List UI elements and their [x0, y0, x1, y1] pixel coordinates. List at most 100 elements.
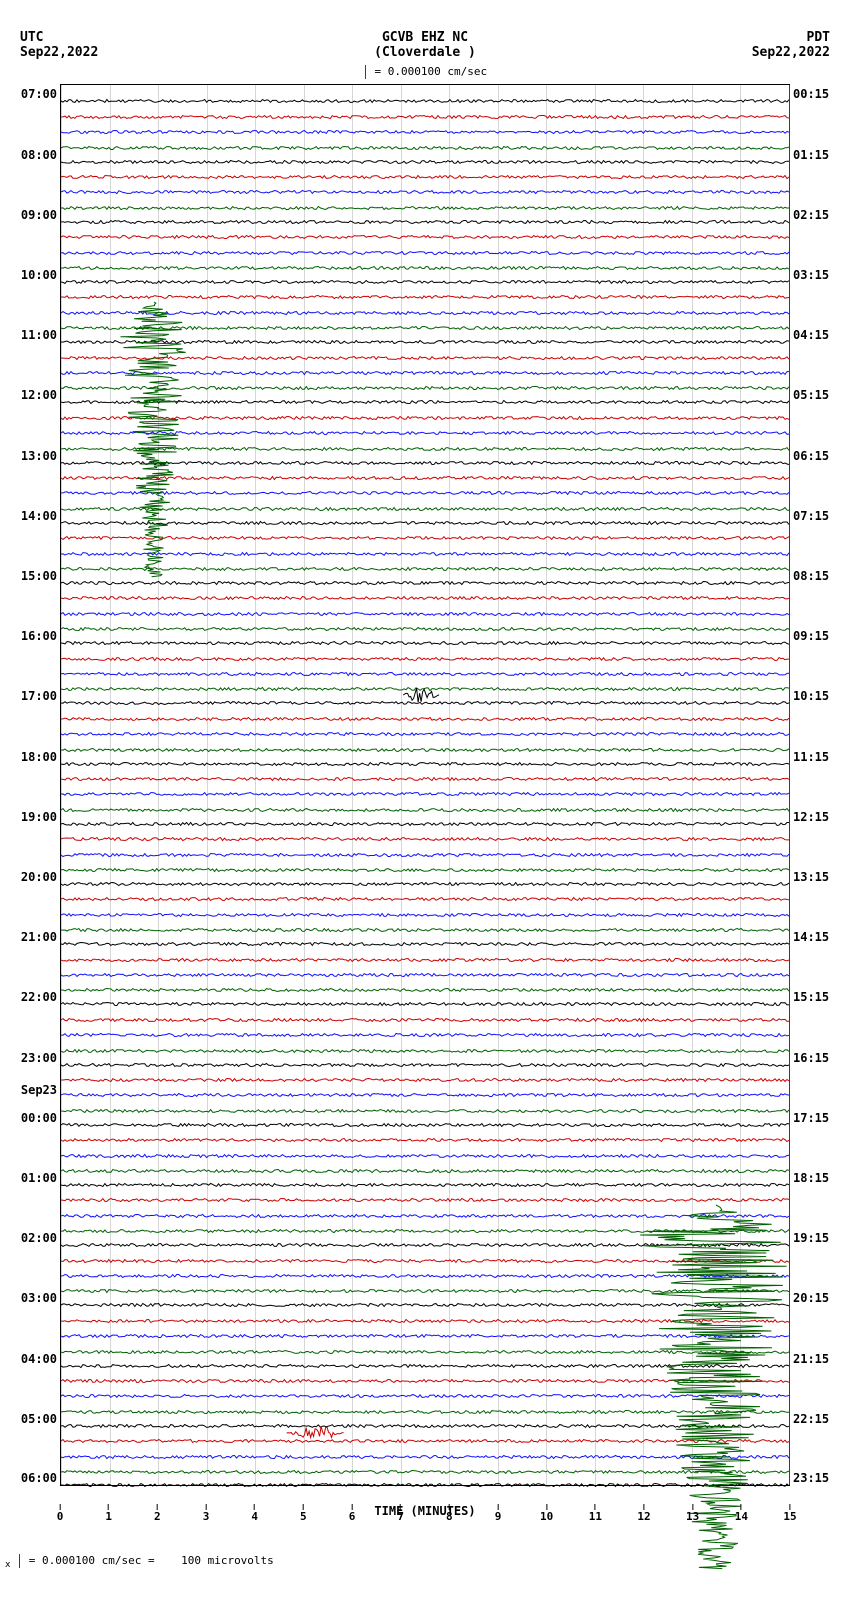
seismogram-plot: 07:0000:15 08:0001:15 09:0002:15 10:0003:15…	[60, 84, 790, 1486]
trace-row: 19:0012:15	[61, 816, 789, 818]
trace-noise	[61, 1116, 789, 1119]
trace-row	[61, 229, 789, 231]
trace-row	[61, 771, 789, 773]
trace-noise	[61, 951, 789, 954]
header-right: PDT Sep22,2022	[730, 30, 830, 60]
time-label-utc: 19:00	[21, 810, 57, 824]
x-tick: 15	[783, 1504, 796, 1523]
trace-noise	[61, 183, 789, 186]
trace-noise	[61, 244, 789, 247]
trace-row	[61, 1132, 789, 1134]
trace-row	[61, 140, 789, 142]
trace-noise	[61, 755, 789, 758]
trace-noise	[61, 259, 789, 262]
trace-noise	[61, 875, 789, 878]
trace-row: 16:0009:15	[61, 635, 789, 637]
trace-noise	[61, 1042, 789, 1045]
trace-noise	[61, 1176, 789, 1179]
trace-noise	[61, 815, 789, 818]
trace-row	[61, 891, 789, 893]
trace-row: 07:0000:15	[61, 93, 789, 95]
scale-indicator: = 0.000100 cm/sec	[120, 65, 730, 79]
x-tick: 6	[349, 1504, 356, 1523]
trace-row	[61, 862, 789, 864]
trace-noise	[61, 650, 789, 653]
time-label-pdt: 04:15	[793, 328, 829, 342]
time-label-pdt: 15:15	[793, 990, 829, 1004]
time-label-utc: 07:00	[21, 87, 57, 101]
trace-noise	[61, 589, 789, 592]
trace-row	[61, 907, 789, 909]
x-tick: 14	[735, 1504, 748, 1523]
scale-bar-icon	[365, 65, 366, 79]
right-date: Sep22,2022	[730, 45, 830, 60]
trace-noise	[61, 1086, 789, 1089]
time-label-utc: 12:00	[21, 388, 57, 402]
time-label-pdt: 03:15	[793, 268, 829, 282]
trace-row: 01:0018:15	[61, 1177, 789, 1179]
trace-row: 17:0010:15	[61, 695, 789, 697]
x-tick: 2	[154, 1504, 161, 1523]
trace-row	[61, 1012, 789, 1014]
trace-row	[61, 200, 789, 202]
trace-noise	[61, 1147, 789, 1150]
trace-row	[61, 726, 789, 728]
trace-row: 09:0002:15	[61, 214, 789, 216]
trace-noise	[61, 921, 789, 924]
trace-row	[61, 124, 789, 126]
time-label-pdt: 17:15	[793, 1111, 829, 1125]
trace-noise	[61, 935, 789, 938]
time-label-utc: 05:00	[21, 1412, 57, 1426]
trace-row: 10:0003:15	[61, 274, 789, 276]
trace-noise	[61, 846, 789, 849]
time-label-utc: 02:00	[21, 1231, 57, 1245]
date-label: Sep23	[21, 1083, 57, 1097]
trace-row	[61, 742, 789, 744]
trace-row	[61, 169, 789, 171]
trace-noise	[61, 680, 789, 683]
header-left: UTC Sep22,2022	[20, 30, 120, 60]
trace-row	[61, 1163, 789, 1165]
header-center: GCVB EHZ NC (Cloverdale ) = 0.000100 cm/…	[120, 30, 730, 79]
trace-noise	[61, 213, 789, 216]
time-label-utc: 03:00	[21, 1291, 57, 1305]
x-axis-label: TIME (MINUTES)	[60, 1504, 790, 1518]
x-tick: 10	[540, 1504, 553, 1523]
station-location: (Cloverdale )	[120, 45, 730, 60]
trace-noise	[61, 710, 789, 713]
time-label-utc: 04:00	[21, 1352, 57, 1366]
trace-row: 08:0001:15	[61, 154, 789, 156]
left-tz: UTC	[20, 30, 120, 45]
trace-noise	[61, 273, 789, 276]
time-label-utc: 21:00	[21, 930, 57, 944]
trace-noise	[61, 801, 789, 804]
time-label-pdt: 12:15	[793, 810, 829, 824]
time-label-pdt: 01:15	[793, 148, 829, 162]
trace-row	[61, 621, 789, 623]
trace-noise	[61, 725, 789, 728]
x-tick: 4	[251, 1504, 258, 1523]
left-date: Sep22,2022	[20, 45, 120, 60]
trace-row	[61, 590, 789, 592]
trace-noise	[61, 770, 789, 773]
time-label-pdt: 13:15	[793, 870, 829, 884]
trace-noise	[61, 199, 789, 202]
x-tick: 1	[105, 1504, 112, 1523]
time-label-utc: 16:00	[21, 629, 57, 643]
time-label-utc: 14:00	[21, 509, 57, 523]
trace-noise	[61, 1162, 789, 1165]
trace-row	[61, 1043, 789, 1045]
trace-row	[61, 982, 789, 984]
x-tick: 11	[589, 1504, 602, 1523]
trace-noise	[61, 153, 789, 156]
time-label-pdt: 16:15	[793, 1051, 829, 1065]
time-label-pdt: 05:15	[793, 388, 829, 402]
trace-row	[61, 651, 789, 653]
trace-row	[61, 1072, 789, 1074]
trace-noise	[61, 168, 789, 171]
x-tick: 3	[203, 1504, 210, 1523]
time-label-utc: 17:00	[21, 689, 57, 703]
x-tick: 12	[637, 1504, 650, 1523]
trace-noise	[61, 861, 789, 864]
time-label-pdt: 10:15	[793, 689, 829, 703]
